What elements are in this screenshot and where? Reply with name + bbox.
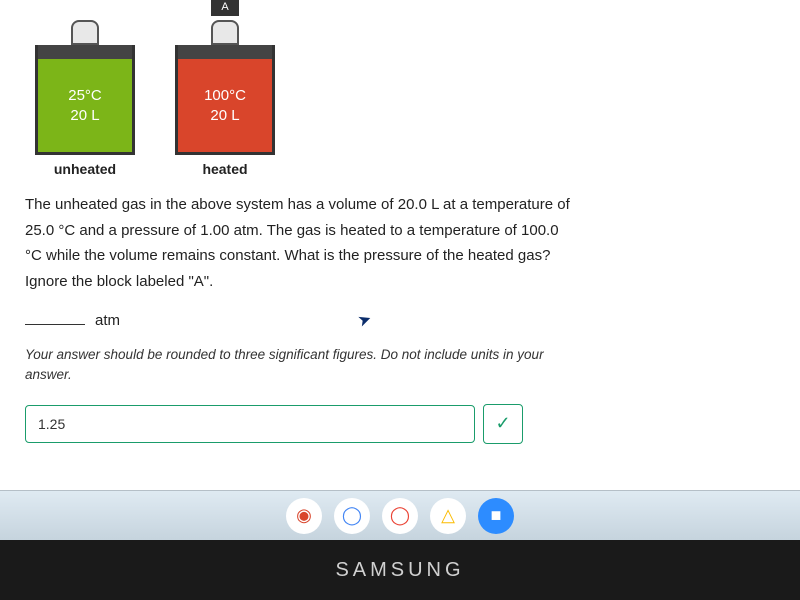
piston-head	[38, 45, 132, 59]
cylinder-body-heated: 100°C 20 L	[175, 45, 275, 155]
check-icon: ✓	[495, 413, 510, 434]
submit-button[interactable]: ✓	[483, 404, 523, 444]
drive-icon[interactable]: △	[430, 498, 466, 534]
content-area: 25°C 20 L unheated A 100°C 20 L heated T…	[0, 0, 800, 490]
heated-temp: 100°C	[204, 86, 246, 106]
piston-rod	[71, 20, 99, 45]
cylinder-body: 25°C 20 L	[35, 45, 135, 155]
zoom-icon[interactable]: ■	[478, 498, 514, 534]
unheated-label: unheated	[54, 161, 116, 177]
answer-blank	[25, 324, 85, 325]
chrome-icon[interactable]: ◯	[334, 498, 370, 534]
unheated-cylinder: 25°C 20 L unheated	[25, 20, 145, 177]
laptop-bezel: SAMSUNG	[0, 540, 800, 600]
heated-cylinder: A 100°C 20 L heated	[165, 20, 285, 177]
unheated-temp: 25°C	[68, 86, 102, 106]
unheated-gas-fill: 25°C 20 L	[38, 59, 132, 152]
answer-blank-line: atm	[25, 312, 775, 329]
answer-unit: atm	[95, 312, 120, 329]
heated-gas-fill: 100°C 20 L	[178, 59, 272, 152]
heated-volume: 20 L	[210, 106, 239, 126]
taskbar: ◉ ◯ ◯ △ ■	[0, 490, 800, 540]
heated-label: heated	[202, 161, 247, 177]
brand-label: SAMSUNG	[335, 559, 464, 582]
answer-input-row: ✓	[25, 404, 775, 444]
chrome-alt-icon[interactable]: ◯	[382, 498, 418, 534]
gas-diagram: 25°C 20 L unheated A 100°C 20 L heated	[25, 20, 775, 177]
block-a-label: A	[211, 0, 239, 16]
launcher-icon[interactable]: ◉	[286, 498, 322, 534]
piston-head-heated	[178, 45, 272, 59]
piston-rod-heated: A	[211, 20, 239, 45]
unheated-volume: 20 L	[70, 106, 99, 126]
answer-hint: Your answer should be rounded to three s…	[25, 345, 575, 386]
question-text: The unheated gas in the above system has…	[25, 192, 575, 294]
answer-input[interactable]	[25, 405, 475, 443]
